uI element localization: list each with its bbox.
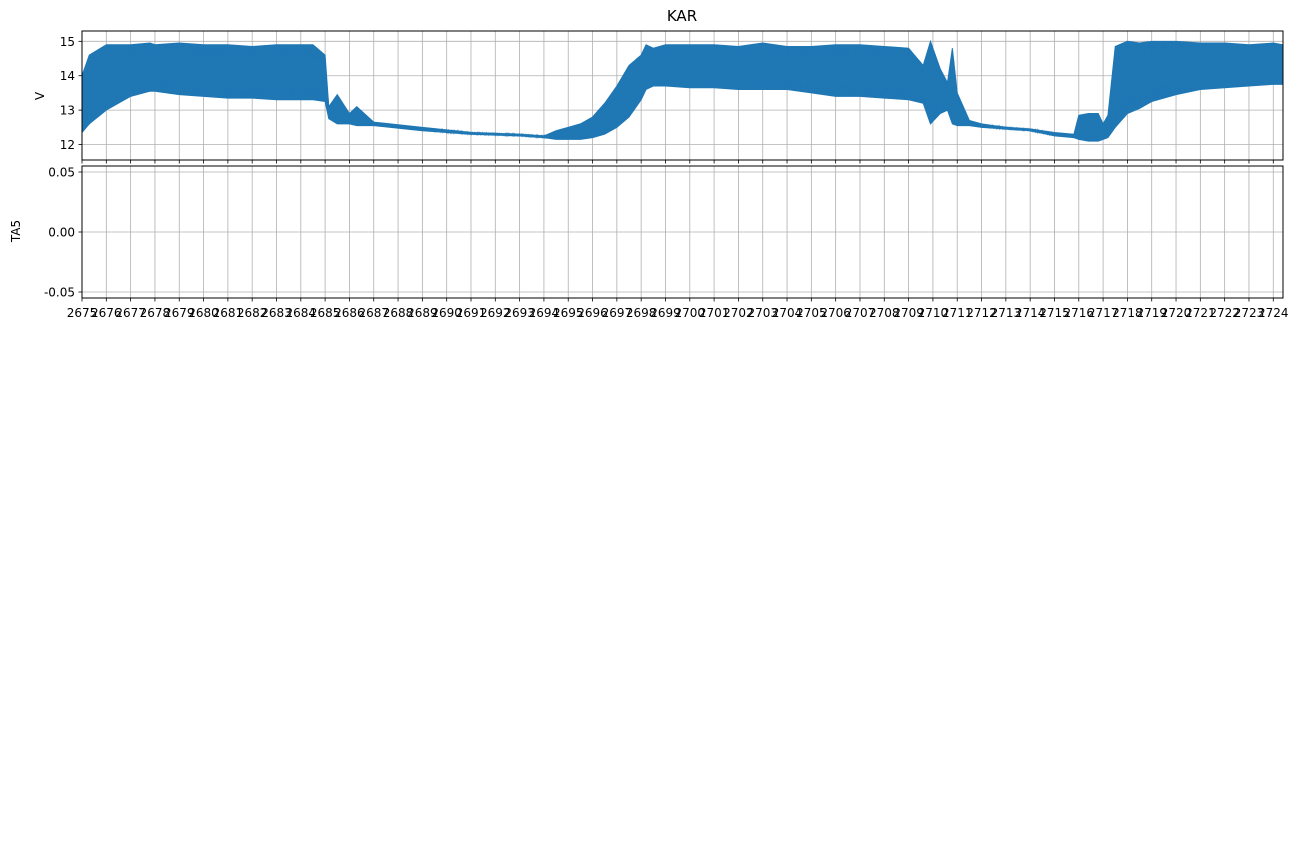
x-tick-label: 2683 (261, 306, 292, 320)
x-tick-label: 2690 (431, 306, 462, 320)
y-tick-label: 0.05 (48, 166, 75, 180)
plot-frame-bottom (81, 165, 1284, 299)
x-tick-label: 2677 (115, 306, 146, 320)
voltage-line (81, 41, 1284, 141)
x-tick-label: 2687 (358, 306, 389, 320)
y-tick-label: 14 (60, 69, 75, 83)
x-tick-label: 2692 (480, 306, 511, 320)
x-tick-label: 2719 (1136, 306, 1167, 320)
x-ticks-top (81, 160, 1274, 164)
x-tick-label: 2698 (626, 306, 657, 320)
x-tick-label: 2684 (286, 306, 317, 320)
x-tick-label: 2718 (1112, 306, 1143, 320)
grid-bottom (81, 166, 1283, 298)
x-tick-label: 2686 (334, 306, 365, 320)
x-tick-label: 2716 (1064, 306, 1095, 320)
x-tick-label: 2675 (67, 306, 98, 320)
x-tick-label: 2722 (1209, 306, 1240, 320)
x-tick-label: 2705 (796, 306, 827, 320)
x-tick-label: 2706 (820, 306, 851, 320)
x-tick-label: 2689 (407, 306, 438, 320)
x-tick-label: 2699 (650, 306, 681, 320)
x-tick-label: 2694 (529, 306, 560, 320)
x-tick-label: 2682 (237, 306, 268, 320)
y-ticks-bottom: -0.05 0.00 0.05 (44, 166, 82, 300)
x-tick-label: 2723 (1234, 306, 1265, 320)
x-tick-label: 2693 (504, 306, 535, 320)
x-tick-label: 2712 (966, 306, 997, 320)
x-tick-label: 2703 (747, 306, 778, 320)
x-tick-label: 2691 (456, 306, 487, 320)
x-tick-label: 2678 (140, 306, 171, 320)
x-tick-label: 2708 (869, 306, 900, 320)
y-tick-label: 13 (60, 104, 75, 118)
x-tick-label: 2680 (188, 306, 219, 320)
x-tick-label: 2685 (310, 306, 341, 320)
x-tick-label: 2697 (602, 306, 633, 320)
x-tick-label: 2688 (383, 306, 414, 320)
x-tick-label: 2709 (893, 306, 924, 320)
y-axis-label-ta5: TA5 (9, 220, 23, 243)
x-tick-label: 2710 (918, 306, 949, 320)
x-tick-label: 2676 (91, 306, 122, 320)
x-ticks-bottom: 2675267626772678267926802681268226832684… (67, 298, 1289, 320)
x-tick-label: 2679 (164, 306, 195, 320)
y-axis-label-v: V (33, 91, 47, 100)
x-tick-label: 2715 (1039, 306, 1070, 320)
plot-frame-top (81, 30, 1284, 161)
x-tick-label: 2700 (675, 306, 706, 320)
y-tick-label: 0.00 (48, 226, 75, 240)
y-tick-label: 12 (60, 138, 75, 152)
x-tick-label: 2702 (723, 306, 754, 320)
ta5-subplot: TA5 -0.050.000.05 2675267626772678267926… (9, 165, 1289, 320)
x-tick-label: 2717 (1088, 306, 1119, 320)
y-tick-label: -0.05 (44, 286, 75, 300)
x-tick-label: 2724 (1258, 306, 1289, 320)
x-tick-label: 2713 (991, 306, 1022, 320)
x-tick-label: 2695 (553, 306, 584, 320)
x-tick-label: 2701 (699, 306, 730, 320)
x-tick-label: 2707 (845, 306, 876, 320)
voltage-subplot: KAR V 12 13 14 15 (33, 7, 1284, 164)
y-ticks-top: 12 13 14 15 (60, 35, 82, 152)
x-tick-label: 2720 (1161, 306, 1192, 320)
x-tick-label: 2681 (213, 306, 244, 320)
x-tick-label: 2704 (772, 306, 803, 320)
x-tick-label: 2711 (942, 306, 973, 320)
x-tick-label: 2721 (1185, 306, 1216, 320)
x-tick-label: 2714 (1015, 306, 1046, 320)
x-tick-label: 2696 (577, 306, 608, 320)
chart-title: KAR (667, 7, 697, 25)
y-tick-label: 15 (60, 35, 75, 49)
